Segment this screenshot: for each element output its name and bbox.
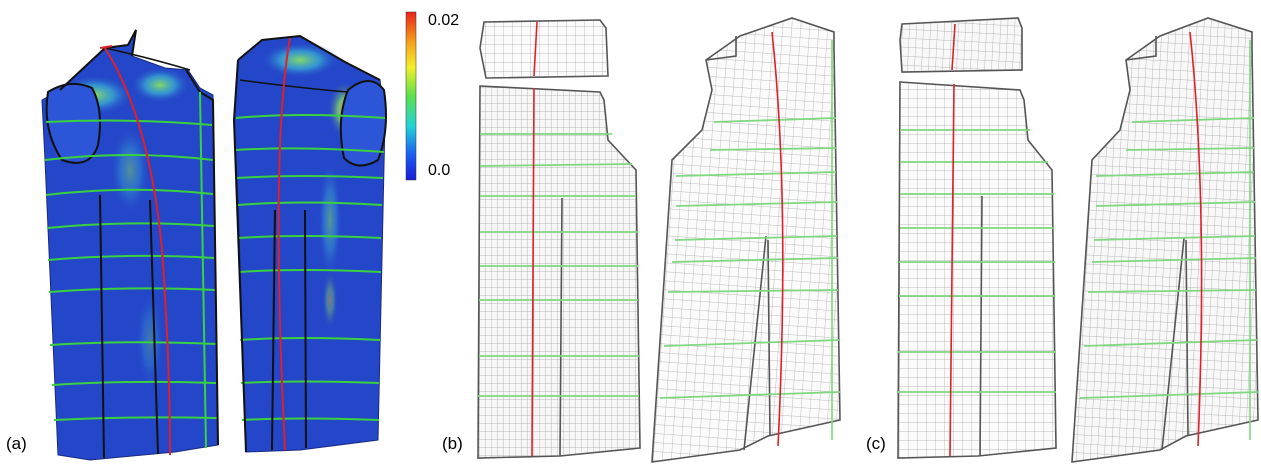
- panel-c-pattern: [897, 17, 1259, 463]
- panel-label-c: (c): [866, 434, 886, 453]
- colorbar-gradient: [405, 11, 417, 181]
- colorbar: [405, 11, 417, 181]
- colorbar-max-label: 0.02: [428, 12, 460, 29]
- pattern-c-yoke: [899, 17, 1023, 73]
- panel-label-b: (b): [442, 434, 463, 453]
- panel-b-pattern: [477, 17, 841, 463]
- pattern-c-front: [897, 81, 1057, 459]
- panel-label-a: (a): [6, 434, 27, 453]
- garment-back-view: [232, 34, 387, 453]
- pattern-b-front: [477, 85, 641, 459]
- panel-a-garment: [41, 29, 387, 461]
- garment-front-view: [41, 29, 219, 461]
- colorbar-min-label: 0.0: [428, 162, 451, 179]
- pattern-b-yoke: [479, 19, 609, 79]
- pattern-b-back: [651, 17, 841, 463]
- pattern-c-back: [1071, 17, 1259, 463]
